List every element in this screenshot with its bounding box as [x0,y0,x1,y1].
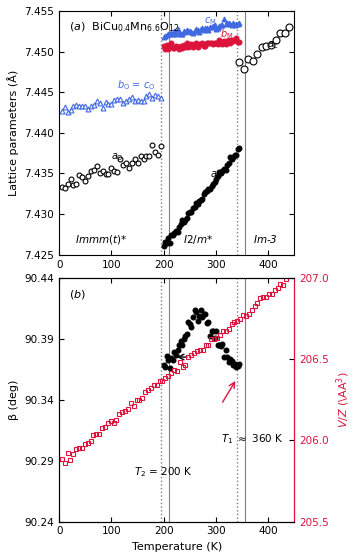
Y-axis label: $V/Z$ (\AA$^3$): $V/Z$ (\AA$^3$) [335,371,352,428]
Text: $T_2$ = 200 K: $T_2$ = 200 K [134,465,193,479]
Text: $a_\mathrm{M}$: $a_\mathrm{M}$ [210,169,223,181]
Text: $I2/m$*: $I2/m$* [182,233,213,245]
Text: $c_\mathrm{M}$: $c_\mathrm{M}$ [204,15,217,27]
Text: $a_\mathrm{O}$: $a_\mathrm{O}$ [111,151,124,163]
Y-axis label: Lattice parameters (Å): Lattice parameters (Å) [7,70,19,196]
Text: $T_1$ $\approx$ 360 K: $T_1$ $\approx$ 360 K [221,433,284,446]
Text: $b_\mathrm{O}$ = $c_\mathrm{O}$: $b_\mathrm{O}$ = $c_\mathrm{O}$ [117,78,156,92]
Text: $Im$-3: $Im$-3 [253,233,278,245]
Text: $b_\mathrm{M}$: $b_\mathrm{M}$ [220,27,233,41]
Y-axis label: β (deg): β (deg) [9,380,19,420]
Text: $a_\mathrm{C}$: $a_\mathrm{C}$ [267,40,279,51]
X-axis label: Temperature (K): Temperature (K) [132,542,222,552]
Text: $Immm(t)$*: $Immm(t)$* [75,233,127,246]
Text: $(b)$: $(b)$ [69,287,85,301]
Text: $(a)$  BiCu$_{0.4}$Mn$_{6.6}$O$_{12}$: $(a)$ BiCu$_{0.4}$Mn$_{6.6}$O$_{12}$ [69,21,179,34]
